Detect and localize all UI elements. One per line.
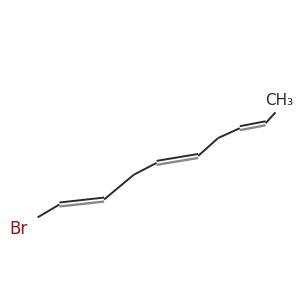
Text: CH₃: CH₃ bbox=[266, 93, 294, 108]
Text: Br: Br bbox=[10, 220, 28, 238]
